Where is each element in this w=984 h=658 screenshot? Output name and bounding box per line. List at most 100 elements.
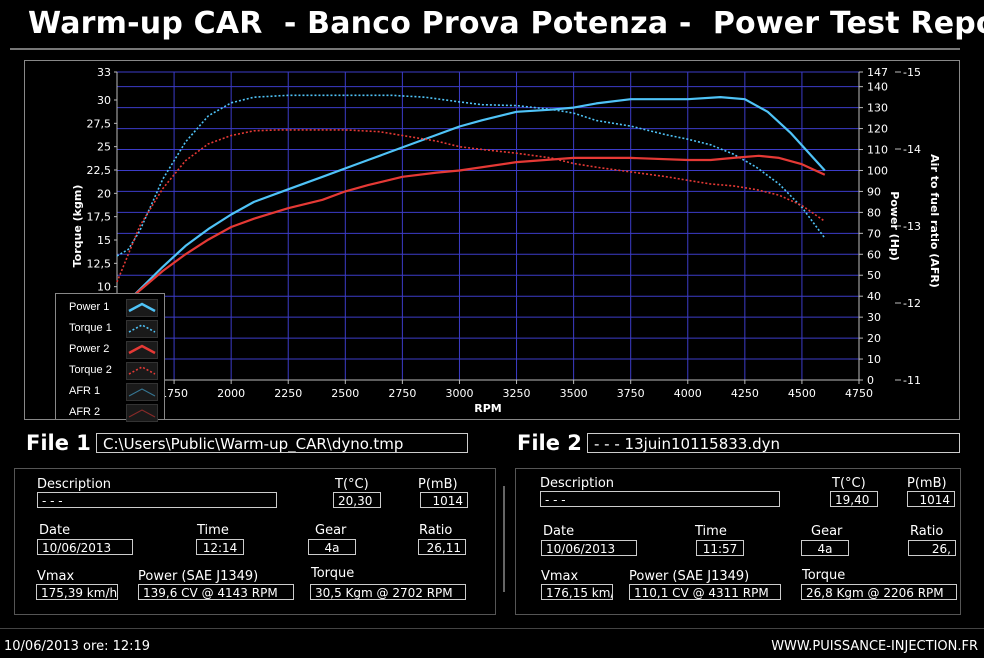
legend-item: AFR 2: [56, 403, 164, 423]
dyno-chart: 1750 2000 2250 2500 2750 3000 3250 3500 3750 4000…: [71, 66, 941, 415]
legend-item: Power 1: [56, 298, 164, 318]
legend-item: Power 2: [56, 340, 164, 360]
run2-date-field: 10/06/2013: [541, 540, 637, 556]
power-tick-label: 110: [867, 144, 888, 157]
torque-tick-label: 10: [97, 281, 111, 294]
x-tick-label: 4000: [674, 387, 702, 400]
legend-label: Torque 1: [69, 322, 112, 334]
run1-ratio-label: Ratio: [419, 523, 453, 538]
run2-torque-field: 26,8 Kgm @ 2206 RPM: [801, 584, 957, 600]
legend-item: Torque 2: [56, 361, 164, 381]
file2-path-field[interactable]: - - - 13juin10115833.dyn: [587, 433, 960, 453]
dyno-chart-frame: 1750 2000 2250 2500 2750 3000 3250 3500 3750 4000…: [24, 60, 960, 423]
x-tick-label: 3750: [617, 387, 645, 400]
run2-temp-label: T(°C): [832, 476, 866, 491]
legend-label: Power 2: [69, 343, 110, 355]
x-tick-label: 1750: [160, 387, 188, 400]
torque-tick-label: 15: [97, 234, 111, 247]
x-tick-label: 4500: [788, 387, 816, 400]
run1-pressure-field: 1014: [420, 492, 468, 508]
afr-tick-label: -11: [903, 374, 921, 387]
power-1-line: [132, 95, 826, 297]
power-tick-label: 140: [867, 81, 888, 94]
torque-tick-label: 17,5: [87, 211, 112, 224]
x-tick-label: 2500: [331, 387, 359, 400]
torque-2-line: [116, 129, 826, 283]
run2-time-field: 11:57: [696, 540, 744, 556]
run1-temp-label: T(°C): [335, 477, 369, 492]
run1-pressure-label: P(mB): [418, 477, 458, 492]
chart-legend: Power 1 Torque 1 Power 2 Torque 2 AFR 1 AFR 2: [55, 293, 165, 423]
torque-tick-label: 22,5: [87, 164, 112, 177]
footer-rule: [0, 628, 984, 629]
run1-torque-field: 30,5 Kgm @ 2702 RPM: [310, 584, 466, 600]
power-tick-label: 70: [867, 227, 881, 240]
run2-pressure-field: 1014: [907, 491, 955, 507]
torque-tick-label: 27,5: [87, 117, 112, 130]
run2-vmax-field: 176,15 km/: [541, 584, 613, 600]
report-title: Warm-up CAR - Banco Prova Potenza - Powe…: [28, 6, 984, 41]
torque-tick-label: 20: [97, 187, 111, 200]
torque-tick-label: 25: [97, 141, 111, 154]
run1-time-field: 12:14: [196, 539, 244, 555]
run1-gear-field: 4a: [308, 539, 356, 555]
power-tick-label: 120: [867, 123, 888, 136]
afr-tick-label: -15: [903, 66, 921, 79]
legend-item: AFR 1: [56, 382, 164, 402]
power-2-line: [132, 154, 826, 298]
x-tick-label: 2000: [217, 387, 245, 400]
run1-power-label: Power (SAE J1349): [138, 569, 259, 584]
file1-path-field[interactable]: C:\Users\Public\Warm-up_CAR\dyno.tmp: [96, 433, 468, 453]
afr-tick-label: -12: [903, 297, 921, 310]
legend-swatch: [126, 404, 158, 422]
power-tick-label: 60: [867, 248, 881, 261]
run2-ratio-label: Ratio: [910, 524, 944, 539]
x-axis-title: RPM: [474, 402, 501, 415]
power-tick-label: 130: [867, 102, 888, 115]
panel-divider: [503, 486, 505, 592]
x-tick-label: 3000: [445, 387, 473, 400]
run2-description-label: Description: [540, 476, 615, 491]
power-tick-label: 50: [867, 269, 881, 282]
torque-tick-label: 12,5: [87, 257, 112, 270]
x-tick-label: 2250: [274, 387, 302, 400]
power-tick-label: 100: [867, 164, 888, 177]
power-axis-title: Power (Hp): [888, 191, 901, 261]
run1-ratio-field: 26,11: [418, 539, 466, 555]
legend-swatch: [126, 362, 158, 380]
run2-date-label: Date: [543, 524, 575, 539]
run2-details-panel: Description - - - T(°C) 19,40 P(mB) 1014…: [515, 468, 961, 615]
run2-temp-field: 19,40: [830, 491, 878, 507]
run2-power-field: 110,1 CV @ 4311 RPM: [629, 584, 781, 600]
power-tick-label: 0: [867, 374, 874, 387]
x-tick-label: 4250: [731, 387, 759, 400]
legend-swatch: [126, 341, 158, 359]
torque-1-line: [116, 94, 826, 257]
footer-datetime: 10/06/2013 ore: 12:19: [4, 639, 151, 654]
afr-axis-title: Air to fuel ratio (AFR): [928, 154, 941, 288]
power-tick-label: 90: [867, 185, 881, 198]
run1-details-panel: Description - - - T(°C) 20,30 P(mB) 1014…: [14, 468, 496, 615]
legend-label: Power 1: [69, 301, 110, 313]
run2-description-field: - - -: [540, 491, 780, 507]
legend-item: Torque 1: [56, 319, 164, 339]
title-rule: [10, 48, 960, 50]
legend-swatch: [126, 383, 158, 401]
legend-label: AFR 1: [69, 385, 101, 397]
afr-tick-label: -14: [903, 143, 921, 156]
run1-vmax-field: 175,39 km/h: [36, 584, 118, 600]
torque-tick-label: 30: [97, 94, 111, 107]
footer-website: WWW.PUISSANCE-INJECTION.FR: [771, 639, 978, 654]
power-tick-label: 20: [867, 332, 881, 345]
power-tick-label: 30: [867, 311, 881, 324]
legend-swatch: [126, 320, 158, 338]
x-tick-label: 2750: [388, 387, 416, 400]
torque-axis-title: Torque (kgm): [71, 185, 84, 268]
legend-label: Torque 2: [69, 364, 112, 376]
run2-pressure-label: P(mB): [907, 476, 947, 491]
x-tick-label: 3250: [503, 387, 531, 400]
run2-gear-label: Gear: [811, 524, 843, 539]
power-tick-label: 40: [867, 290, 881, 303]
power-tick-label: 80: [867, 206, 881, 219]
run2-power-label: Power (SAE J1349): [629, 569, 750, 584]
